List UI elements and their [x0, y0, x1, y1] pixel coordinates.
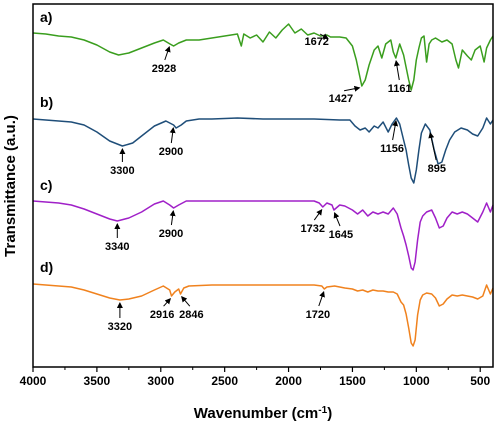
annotation-arrow-16: [318, 290, 325, 307]
annotation-arrow-14: [163, 298, 171, 307]
annotation-label-5: 3300: [110, 165, 134, 177]
series-line-3: [32, 200, 494, 271]
panel-label-4: d): [40, 259, 53, 275]
annotation-label-6: 2900: [159, 146, 183, 158]
series-line-4: [32, 283, 494, 347]
x-tick-label-2000: 2000: [275, 374, 302, 388]
annotation-label-14: 2916: [150, 309, 174, 321]
x-tick-label-500: 500: [470, 374, 490, 388]
annotation-label-8: 895: [428, 163, 446, 175]
annotation-label-9: 3340: [105, 241, 129, 253]
plot-area: a) b) c) d): [32, 9, 494, 347]
annotation-label-3: 1427: [329, 93, 353, 105]
annotations: 1672 2928 1427 1161 3300 2900 1156 895 3340 2900 1…: [105, 33, 446, 333]
annotation-label-2: 2928: [152, 63, 176, 75]
x-tick-label-3500: 3500: [84, 374, 111, 388]
annotation-arrow-2: [164, 45, 171, 61]
x-axis: 4000 3500 3000 2500 2000 1500 1000 500: [20, 367, 491, 388]
x-axis-title-main: Wavenumber (cm: [194, 405, 318, 422]
annotation-arrow-15: [181, 295, 191, 307]
annotation-label-12: 1645: [329, 229, 353, 241]
annotation-label-4: 1161: [388, 83, 412, 95]
x-axis-title: Wavenumber (cm-1): [194, 405, 332, 422]
annotation-arrow-3: [344, 85, 361, 92]
annotation-label-15: 2846: [179, 309, 203, 321]
annotation-arrow-11: [313, 208, 323, 221]
annotation-arrow-4: [393, 60, 400, 81]
annotation-arrow-10: [169, 210, 176, 226]
x-axis-title-sup: -1: [318, 405, 327, 416]
annotation-label-11: 1732: [301, 223, 325, 235]
plot-frame: [32, 3, 494, 368]
annotation-label-7: 1156: [380, 143, 404, 155]
annotation-arrow-6: [169, 127, 176, 144]
panel-label-2: b): [40, 94, 53, 110]
panel-label-1: a): [40, 9, 52, 25]
series-line-1: [32, 23, 494, 91]
annotation-arrow-1: [319, 33, 329, 39]
x-tick-label-2500: 2500: [211, 374, 238, 388]
x-tick-label-3000: 3000: [147, 374, 174, 388]
annotation-arrow-12: [333, 211, 341, 227]
x-tick-label-1000: 1000: [403, 374, 430, 388]
series-line-2: [32, 117, 494, 184]
x-axis-title-end: ): [327, 405, 332, 422]
annotation-label-16: 1720: [306, 309, 330, 321]
y-axis-title: Transmittance (a.u.): [2, 115, 19, 257]
annotation-label-1: 1672: [304, 36, 328, 48]
annotation-label-10: 2900: [159, 228, 183, 240]
x-tick-label-1500: 1500: [339, 374, 366, 388]
annotation-arrow-7: [392, 120, 399, 141]
panel-label-3: c): [40, 177, 52, 193]
x-tick-label-4000: 4000: [20, 374, 47, 388]
annotation-arrow-8: [428, 132, 437, 161]
annotation-label-13: 3320: [108, 321, 132, 333]
